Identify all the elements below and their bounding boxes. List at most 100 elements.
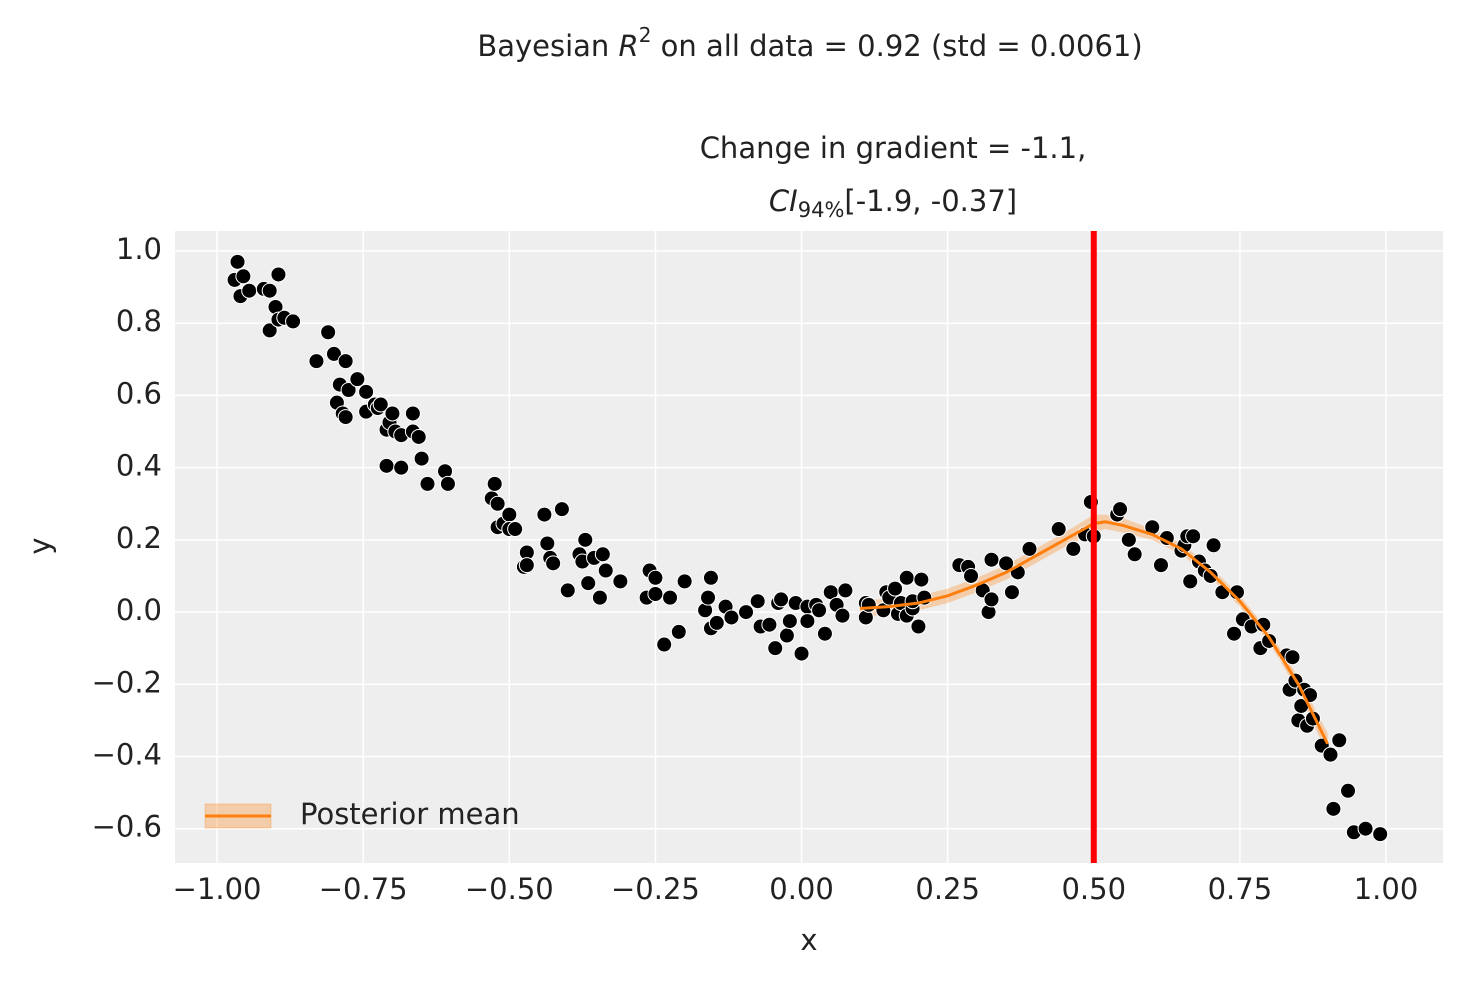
data-point [767, 640, 784, 657]
data-point [670, 623, 687, 640]
data-point [1372, 826, 1389, 843]
data-point [723, 609, 740, 626]
data-point [241, 282, 258, 299]
data-point [285, 313, 302, 330]
data-point [261, 322, 278, 339]
data-point [507, 521, 524, 538]
data-point [518, 557, 535, 574]
data-point [1325, 800, 1342, 817]
data-point [700, 589, 717, 606]
data-point [404, 405, 421, 422]
data-point [594, 546, 611, 563]
data-point [325, 345, 342, 362]
data-point [811, 602, 828, 619]
data-point [761, 616, 778, 633]
data-point [816, 625, 833, 642]
data-point [308, 353, 325, 370]
y-tick-label: 1.0 [116, 232, 162, 266]
data-point [489, 495, 506, 512]
x-tick-label: −0.75 [319, 872, 408, 906]
data-point [384, 405, 401, 422]
posterior-mean-line [859, 520, 1329, 745]
data-point [1003, 584, 1020, 601]
data-point [837, 582, 854, 599]
data-point [1152, 557, 1169, 574]
plot-area [175, 231, 1443, 863]
data-point [1120, 531, 1137, 548]
y-tick-label: 0.0 [116, 593, 162, 627]
data-point [337, 353, 354, 370]
data-point [580, 575, 597, 592]
data-point [1126, 546, 1143, 563]
data-point [337, 409, 354, 426]
data-point [793, 645, 810, 662]
data-point [834, 607, 851, 624]
data-point [773, 591, 790, 608]
data-point [647, 586, 664, 603]
data-point [270, 266, 287, 283]
data-point [910, 618, 927, 635]
data-point [1182, 573, 1199, 590]
data-point [647, 569, 664, 586]
data-point [1185, 528, 1202, 545]
data-point [983, 591, 1000, 608]
data-point [539, 535, 556, 552]
data-point [676, 573, 693, 590]
data-point [860, 596, 877, 613]
data-point [702, 569, 719, 586]
data-point [749, 593, 766, 610]
x-tick-label: 1.00 [1354, 872, 1419, 906]
data-point [358, 383, 375, 400]
data-point [261, 282, 278, 299]
data-point [597, 562, 614, 579]
x-tick-label: 0.50 [1061, 872, 1126, 906]
data-point [372, 396, 389, 413]
data-point [1331, 732, 1348, 749]
data-point [1340, 782, 1357, 799]
x-tick-label: 0.75 [1208, 872, 1273, 906]
data-point [413, 450, 430, 467]
x-tick-label: −0.25 [611, 872, 700, 906]
data-point [591, 589, 608, 606]
y-tick-label: −0.6 [92, 810, 162, 844]
data-point [536, 506, 553, 523]
y-tick-label: −0.2 [92, 665, 162, 699]
data-point [439, 475, 456, 492]
data-point [778, 627, 795, 644]
data-point [229, 253, 246, 270]
y-tick-label: 0.2 [116, 521, 162, 555]
x-axis-label: x [800, 923, 817, 957]
data-point [559, 582, 576, 599]
legend-label: Posterior mean [300, 797, 520, 831]
data-point [1357, 820, 1374, 837]
subtitle: CI94%[-1.9, -0.37] [769, 184, 1017, 222]
data-point [1021, 540, 1038, 557]
data-point [1226, 625, 1243, 642]
data-point [1205, 537, 1222, 554]
data-point [1322, 746, 1339, 763]
data-point [1050, 521, 1067, 538]
data-point [393, 459, 410, 476]
data-point [898, 569, 915, 586]
y-tick-label: 0.4 [116, 449, 162, 483]
data-point [656, 636, 673, 653]
x-tick-label: 0.00 [769, 872, 834, 906]
data-point [486, 475, 503, 492]
data-point [553, 501, 570, 518]
data-point [378, 457, 395, 474]
data-point [235, 268, 252, 285]
x-tick-label: −0.50 [465, 872, 554, 906]
data-point [419, 475, 436, 492]
y-tick-label: 0.6 [116, 376, 162, 410]
data-point [349, 371, 366, 388]
data-point [1284, 649, 1301, 666]
data-point [799, 613, 816, 630]
data-point [545, 555, 562, 572]
data-point [1112, 501, 1129, 518]
data-point [410, 428, 427, 445]
data-point [887, 580, 904, 597]
y-tick-label: 0.8 [116, 304, 162, 338]
data-point [501, 506, 518, 523]
x-tick-label: 0.25 [915, 872, 980, 906]
